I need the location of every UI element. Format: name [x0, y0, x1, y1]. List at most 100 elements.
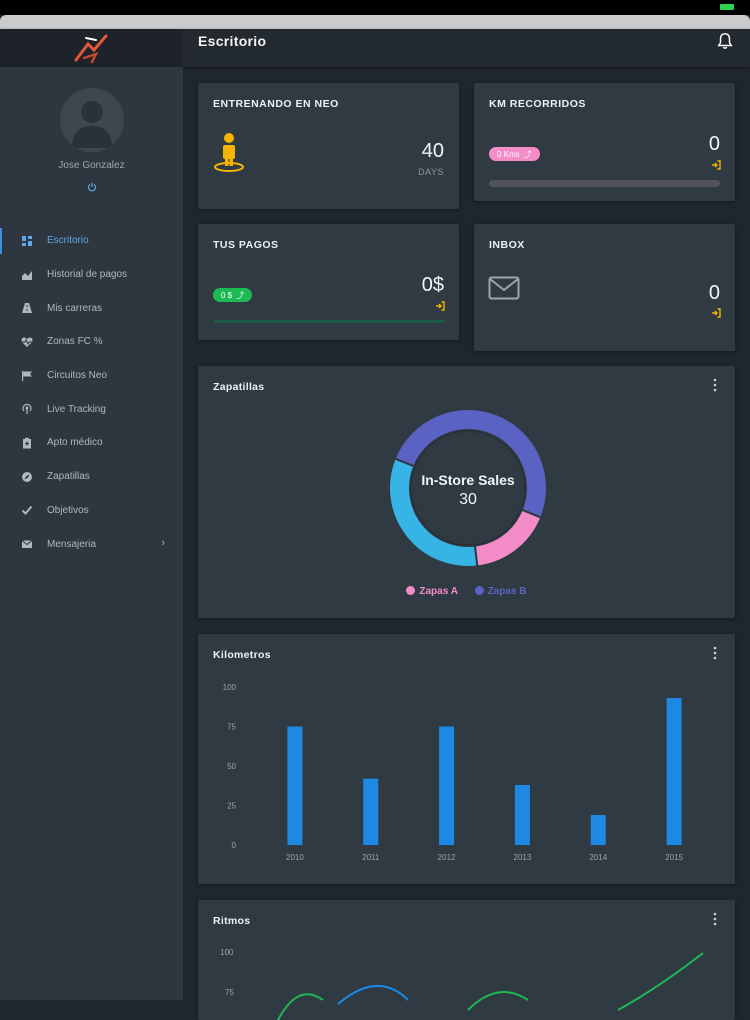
- sidebar-item-zonas-fc[interactable]: Zonas FC %: [0, 325, 183, 359]
- sidebar-item-label: Mis carreras: [47, 302, 103, 314]
- sidebar-item-label: Live Tracking: [47, 403, 106, 415]
- bar-2014[interactable]: [590, 814, 606, 845]
- x-tick-label: 2014: [589, 853, 607, 862]
- x-tick-label: 2010: [286, 853, 304, 862]
- sidebar-item-label: Objetivos: [47, 504, 89, 516]
- more-vertical-icon[interactable]: [713, 378, 717, 392]
- bar-2013[interactable]: [514, 784, 530, 845]
- sidebar-item-label: Zonas FC %: [47, 336, 103, 348]
- sidebar-item-mensajeria[interactable]: Mensajeria ›: [0, 527, 183, 561]
- clipboard-icon: [20, 436, 33, 449]
- payments-badge[interactable]: 0 $ ⤴: [213, 288, 253, 302]
- logo-area: [0, 29, 183, 67]
- ritmos-ytick: 100: [220, 948, 234, 957]
- sidebar-item-label: Circuitos Neo: [47, 370, 108, 382]
- app-frame-edge: [0, 15, 750, 29]
- sidebar: Jose Gonzalez Escritorio Historial de pa…: [0, 67, 183, 1000]
- bar-2011[interactable]: [363, 778, 379, 845]
- km-card: KM RECORRIDOS 0 Kms ⤴ 0: [474, 83, 735, 201]
- sidebar-nav: Escritorio Historial de pagos Mis carrer…: [0, 224, 183, 561]
- payments-badge-label: 0 $: [221, 290, 233, 300]
- ritmos-card: Ritmos 100 75: [198, 900, 735, 1020]
- line-chart: [277, 952, 704, 1020]
- more-vertical-icon[interactable]: [713, 646, 717, 660]
- y-tick-label: 100: [223, 683, 237, 692]
- payments-card-title: TUS PAGOS: [213, 239, 279, 251]
- top-header: Escritorio: [0, 29, 750, 67]
- legend-item-zapas-a[interactable]: Zapas A: [406, 586, 458, 597]
- trend-icon: ⤴: [236, 290, 245, 300]
- sidebar-item-mis-carreras[interactable]: Mis carreras: [0, 291, 183, 325]
- ritmos-card-title: Ritmos: [213, 915, 251, 927]
- area-chart-icon: [20, 268, 33, 281]
- sidebar-item-escritorio[interactable]: Escritorio: [0, 224, 183, 258]
- compass-icon: [20, 470, 33, 483]
- ritmos-ytick: 75: [225, 988, 234, 997]
- training-card-title: ENTRENANDO EN NEO: [213, 98, 339, 110]
- flag-icon: [20, 369, 33, 382]
- sign-in-icon[interactable]: [711, 308, 721, 318]
- sidebar-item-circuitos-neo[interactable]: Circuitos Neo: [0, 359, 183, 393]
- battery-icon: [720, 4, 734, 10]
- more-vertical-icon[interactable]: [713, 912, 717, 926]
- bar-chart: 0 25 50 75 100 2010 2011 2012 2013 2014 2015: [223, 683, 684, 862]
- payments-progress-track: [213, 320, 444, 323]
- x-tick-label: 2011: [362, 853, 380, 862]
- broadcast-icon: [20, 403, 33, 416]
- training-days-value: 40: [421, 140, 444, 162]
- x-tick-label: 2015: [665, 853, 683, 862]
- power-icon[interactable]: [87, 182, 97, 192]
- person-pin-icon: [214, 133, 244, 172]
- inbox-card: INBOX 0: [474, 224, 735, 351]
- user-name: Jose Gonzalez: [58, 160, 125, 171]
- sidebar-item-label: Escritorio: [47, 235, 89, 247]
- sidebar-item-zapatillas[interactable]: Zapatillas: [0, 460, 183, 494]
- legend-item-zapas-b[interactable]: Zapas B: [474, 586, 527, 597]
- km-card-title: KM RECORRIDOS: [489, 98, 586, 110]
- zapatillas-card-title: Zapatillas: [213, 381, 265, 393]
- kilometros-card: Kilometros 0 25 50 75 100 2010 2011 2012 2013 201…: [198, 634, 735, 884]
- series-line-blue: [337, 985, 409, 1005]
- training-card: ENTRENANDO EN NEO 40 DAYS: [198, 83, 459, 209]
- km-badge-label: 0 Kms: [497, 149, 520, 159]
- sign-in-icon[interactable]: [435, 301, 445, 311]
- inbox-card-title: INBOX: [489, 239, 525, 251]
- sidebar-item-label: Mensajeria: [47, 538, 96, 550]
- km-badge[interactable]: 0 Kms ⤴: [489, 147, 540, 161]
- sidebar-item-objetivos[interactable]: Objetivos: [0, 494, 183, 528]
- donut-inner-ring: [410, 430, 526, 546]
- chevron-right-icon: ›: [161, 537, 165, 550]
- dashboard-icon: [20, 234, 33, 247]
- kilometros-card-title: Kilometros: [213, 649, 271, 661]
- sidebar-item-label: Historial de pagos: [47, 269, 128, 281]
- road-icon: [20, 302, 33, 315]
- bell-icon[interactable]: [716, 32, 734, 50]
- training-days-unit: DAYS: [418, 167, 444, 177]
- series-line-green-2: [467, 991, 529, 1011]
- avatar[interactable]: [60, 88, 124, 152]
- sidebar-item-apto-medico[interactable]: Apto médico: [0, 426, 183, 460]
- km-progress-track: [489, 180, 720, 187]
- inbox-value: 0: [708, 282, 720, 304]
- series-line-green-1: [277, 993, 324, 1020]
- brand-logo-icon[interactable]: [70, 32, 110, 64]
- donut-center-value: 30: [459, 491, 477, 508]
- sidebar-item-live-tracking[interactable]: Live Tracking: [0, 392, 183, 426]
- donut-chart: [388, 408, 548, 568]
- envelope-icon[interactable]: [488, 276, 520, 300]
- heartbeat-icon: [20, 335, 33, 348]
- zapatillas-card: Zapatillas In-Store Sales 30 Zapas A Zap…: [198, 366, 735, 618]
- trend-icon: ⤴: [523, 149, 532, 159]
- bar-2012[interactable]: [439, 726, 455, 846]
- device-status-bar: [0, 0, 750, 15]
- sidebar-item-label: Zapatillas: [47, 471, 90, 483]
- check-icon: [20, 504, 33, 517]
- y-tick-label: 25: [227, 802, 236, 811]
- bar-2015[interactable]: [666, 698, 682, 845]
- sign-in-icon[interactable]: [711, 160, 721, 170]
- donut-segment-zapas-a[interactable]: [473, 508, 543, 568]
- bar-2010[interactable]: [287, 726, 303, 846]
- sidebar-item-historial-de-pagos[interactable]: Historial de pagos: [0, 258, 183, 292]
- payments-value: 0$: [421, 274, 444, 296]
- y-tick-label: 75: [227, 723, 236, 732]
